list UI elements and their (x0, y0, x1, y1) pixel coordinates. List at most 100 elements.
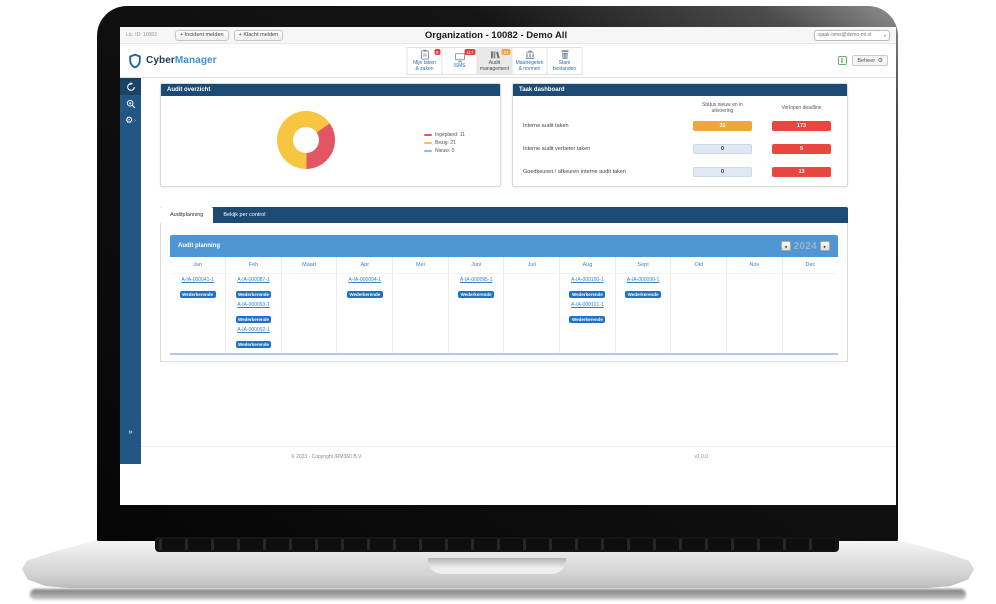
audit-planning-title: Audit planning (178, 243, 220, 249)
task-status-badge[interactable]: 31 (693, 120, 752, 131)
audit-link[interactable]: A-IA-000100-1 (571, 276, 604, 283)
beheer-button[interactable]: Beheer ⚙ (852, 55, 888, 66)
recurring-badge: Wederkerende (458, 290, 495, 298)
next-year-button[interactable]: ► (820, 241, 830, 251)
expand-sidebar-button[interactable]: » (128, 427, 133, 436)
nav-item-isms[interactable]: 117 ISMS (441, 47, 478, 75)
nav-label: Maatregelen & normen (515, 60, 544, 72)
version: v2.0.0 (694, 454, 708, 460)
tab-bekijk-per-control[interactable]: Bekijk per control (223, 212, 266, 218)
task-deadline-badge[interactable]: 173 (772, 120, 831, 131)
recurring-badge: Wederkerende (235, 290, 272, 298)
audit-item: A-IA-000093-1 Wederkerende (227, 302, 280, 326)
nav-label: ISMS (453, 63, 466, 70)
month-header: Maart (281, 257, 338, 274)
archive-icon (561, 50, 568, 60)
legend-label: Nieuw: 0 (435, 148, 455, 154)
month-header: Dec (782, 257, 838, 274)
audit-link[interactable]: A-IA-000090-1 (626, 276, 660, 283)
task-status-badge[interactable]: 0 (693, 143, 752, 154)
laptop-shadow (30, 589, 966, 600)
audit-link[interactable]: A-IA-000095-1 (459, 276, 493, 283)
main-nav: 8 Mijn taken & zaken 117 (406, 47, 583, 75)
nav-item-maatregelen-normen[interactable]: Maatregelen & normen (511, 47, 548, 75)
header-actions: Beheer ⚙ (838, 55, 888, 66)
audit-link[interactable]: A-IA-000092-1 (237, 326, 270, 333)
month-cell: A-IA-000100-1 Wederkerende A-IA-000101-1 We… (559, 273, 616, 354)
recurring-badge: Wederkerende (346, 290, 383, 298)
nav-item-mijn-taken[interactable]: 8 Mijn taken & zaken (406, 47, 443, 75)
nav-item-stam-bestanden[interactable]: Stam bestanden (546, 47, 583, 75)
copyright: © 2023 - Copyright IRM360 B.V. (291, 454, 363, 460)
task-deadline-badge[interactable]: 5 (772, 143, 831, 154)
recurring-badge: Wederkerende (235, 340, 272, 348)
license-id: Lic. ID: 10082 (126, 32, 157, 38)
month-cell (782, 273, 838, 354)
column-header-status: Status nieuw en in uitvoering (702, 101, 743, 114)
audit-overview-panel: Audit overzicht Ingepland: 11 Bezig: 21 Ni… (160, 83, 501, 187)
body-wrap: ⚙ › » Audit overzicht Ingepland: 11 Bezig… (120, 78, 896, 505)
audit-link[interactable]: A-IA-000094-1 (348, 276, 382, 283)
month-header: Aug (559, 257, 616, 274)
utility-bar: Lic. ID: 10082 + Incident melden + Klach… (120, 27, 896, 44)
planning-month-header-row: Jan Feb Maart Apr Mei Juni Juli Aug Sept Okt Nov De… (170, 257, 838, 274)
app-footer: © 2023 - Copyright IRM360 B.V. v2.0.0 (141, 446, 896, 460)
audit-item: A-IA-000090-1 Wederkerende (617, 277, 670, 301)
audit-link[interactable]: A-IA-000041-1 (181, 276, 214, 283)
month-cell (503, 273, 561, 354)
legend-item: Nieuw: 0 (424, 148, 465, 154)
audit-item: A-IA-000041-1 Wederkerende (171, 277, 224, 301)
beheer-label: Beheer (857, 57, 876, 64)
gear-icon: ⚙ (877, 57, 883, 64)
month-header: Okt (670, 257, 728, 274)
month-cell: A-IA-000041-1 Wederkerende (170, 273, 227, 354)
clipboard-icon (420, 49, 429, 60)
month-header: Apr (336, 257, 394, 274)
month-header: Juli (503, 257, 561, 274)
task-label: Interne audit verbeter taken (523, 145, 591, 152)
recurring-badge: Wederkerende (569, 290, 606, 298)
month-cell: A-IA-000087-1 Wederkerende A-IA-000093-1 We… (225, 273, 282, 354)
month-header: Nov (726, 257, 783, 274)
settings-button[interactable]: ⚙ › (120, 112, 141, 129)
month-cell: A-IA-000094-1 Wederkerende (336, 273, 394, 354)
task-deadline-badge[interactable]: 13 (772, 166, 831, 177)
dashboard-panels: Audit overzicht Ingepland: 11 Bezig: 21 Ni… (160, 83, 896, 187)
month-header: Jan (170, 257, 227, 274)
incident-melden-button[interactable]: + Incident melden (175, 29, 229, 41)
nav-label: Mijn taken & zaken (413, 60, 436, 72)
audit-item: A-IA-000094-1 Wederkerende (338, 277, 391, 301)
nav-badge: 21 (501, 49, 510, 55)
task-status-badge[interactable]: 0 (693, 166, 752, 177)
audit-link[interactable]: A-IA-000093-1 (237, 301, 270, 308)
tab-auditplanning[interactable]: Auditplanning (160, 207, 214, 223)
prev-year-button[interactable]: ◄ (780, 241, 791, 251)
nav-badge: 117 (464, 49, 475, 55)
zoom-in-button[interactable] (120, 95, 141, 112)
user-account-dropdown[interactable]: sjaak-isms@demo-ml.nl ▾ (814, 29, 890, 41)
audit-link[interactable]: A-IA-000087-1 (237, 276, 270, 283)
audit-overview-body: Ingepland: 11 Bezig: 21 Nieuw: 0 (161, 96, 500, 186)
cybermanager-logo[interactable]: CyberManager (128, 53, 217, 69)
audit-link[interactable]: A-IA-000101-1 (571, 301, 604, 308)
legend-label: Bezig: 21 (435, 140, 456, 146)
nav-label: Stam bestanden (552, 60, 577, 72)
legend-label: Ingepland: 11 (435, 132, 465, 138)
klacht-melden-button[interactable]: + Klacht melden (233, 29, 284, 41)
app-window: Lic. ID: 10082 + Incident melden + Klach… (120, 27, 896, 505)
panel-title: Audit overzicht (161, 84, 500, 96)
audit-item: A-IA-000100-1 Wederkerende (561, 277, 614, 301)
audit-item: A-IA-000095-1 Wederkerende (450, 277, 503, 301)
recurring-badge: Wederkerende (179, 290, 216, 298)
layout-columns-icon[interactable] (838, 56, 848, 65)
task-dashboard-grid: Status nieuw en in uitvoering Verlopen d… (513, 96, 847, 183)
legend-item: Ingepland: 11 (424, 132, 465, 138)
sync-button[interactable] (120, 78, 141, 95)
year-selector: ◄ 2024 ► (780, 240, 830, 252)
year-label: 2024 (793, 240, 817, 252)
recurring-badge: Wederkerende (569, 315, 606, 323)
month-cell (670, 273, 728, 354)
month-cell: A-IA-000095-1 Wederkerende (448, 273, 505, 354)
nav-item-audit-management[interactable]: 21 Audit management (476, 47, 513, 75)
